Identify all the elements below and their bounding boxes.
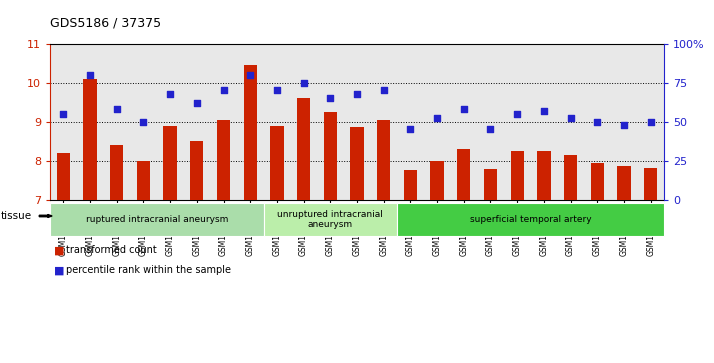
Bar <box>351 127 363 200</box>
Point <box>458 106 470 112</box>
Text: unruptured intracranial
aneurysm: unruptured intracranial aneurysm <box>277 210 383 229</box>
Bar <box>377 120 391 200</box>
Bar <box>110 145 124 200</box>
Point <box>645 119 656 125</box>
Point <box>351 91 363 97</box>
Bar <box>270 126 283 200</box>
Point <box>485 126 496 132</box>
Bar <box>484 169 497 200</box>
Point <box>592 119 603 125</box>
Bar <box>644 168 658 200</box>
Bar <box>164 126 177 200</box>
Bar <box>56 153 70 200</box>
Point <box>111 106 122 112</box>
Point <box>378 87 389 93</box>
Point <box>164 91 176 97</box>
Bar <box>243 65 257 200</box>
Point <box>218 87 229 93</box>
Point <box>58 111 69 117</box>
Point <box>244 72 256 78</box>
Bar <box>84 79 96 200</box>
Point <box>431 115 443 121</box>
Text: transformed count: transformed count <box>66 245 156 256</box>
Point <box>298 79 309 85</box>
Bar <box>137 160 150 200</box>
Bar <box>457 149 471 200</box>
Text: percentile rank within the sample: percentile rank within the sample <box>66 265 231 276</box>
Point <box>325 95 336 101</box>
Bar <box>618 167 630 200</box>
Bar <box>537 151 550 200</box>
Bar <box>217 120 230 200</box>
Bar <box>323 112 337 200</box>
Point <box>84 72 96 78</box>
Text: ■: ■ <box>54 265 64 276</box>
Bar <box>590 163 604 200</box>
Text: GDS5186 / 37375: GDS5186 / 37375 <box>50 16 161 29</box>
Bar <box>564 155 577 200</box>
Point <box>618 122 630 128</box>
Point <box>405 126 416 132</box>
Bar <box>511 151 524 200</box>
Point <box>191 100 203 106</box>
Text: superficial temporal artery: superficial temporal artery <box>470 215 591 224</box>
Bar <box>403 170 417 200</box>
Text: ■: ■ <box>54 245 64 256</box>
Bar <box>190 141 203 200</box>
Point <box>138 119 149 125</box>
Point <box>565 115 576 121</box>
Text: ruptured intracranial aneurysm: ruptured intracranial aneurysm <box>86 215 228 224</box>
Bar <box>431 160 444 200</box>
Point <box>511 111 523 117</box>
Point <box>538 108 550 114</box>
Bar <box>297 98 311 200</box>
Text: tissue: tissue <box>1 211 32 221</box>
Point <box>271 87 283 93</box>
